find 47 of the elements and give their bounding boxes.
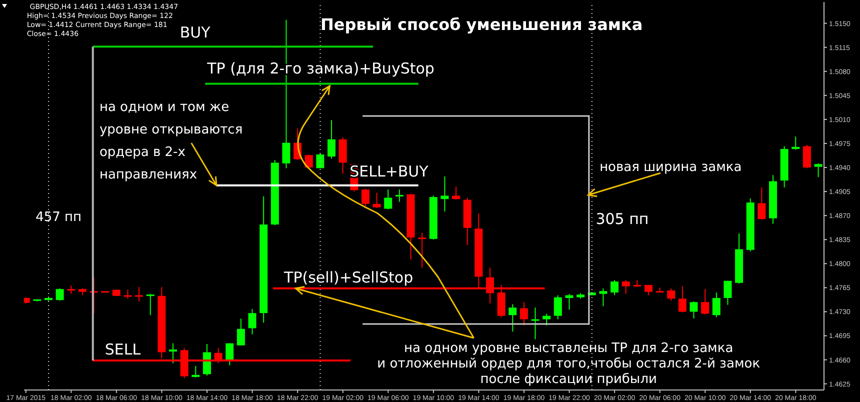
candlestick <box>361 188 370 206</box>
annotation: 305 пп <box>596 210 649 228</box>
candlestick <box>667 288 676 302</box>
candlestick <box>440 176 449 212</box>
annotation: на одном и том же уровне открываются ордера в 2-х направлениях <box>99 100 243 182</box>
candlestick <box>792 136 800 150</box>
candlestick <box>135 286 144 302</box>
candlestick <box>565 293 574 310</box>
candlestick <box>169 342 178 364</box>
series-label: TP(sell)+SellStop <box>283 268 414 286</box>
candlestick <box>690 300 698 320</box>
candlestick <box>328 120 336 160</box>
candlestick <box>531 307 540 340</box>
candlestick <box>56 288 64 302</box>
candlestick <box>304 154 313 169</box>
candlestick <box>226 342 234 366</box>
candlestick <box>701 288 710 315</box>
candlestick <box>395 188 404 202</box>
candlestick <box>192 365 200 378</box>
candlestick <box>146 293 154 316</box>
candlestick <box>802 144 811 169</box>
candlestick <box>610 280 619 296</box>
candlestick <box>338 136 347 174</box>
candlestick <box>814 162 822 178</box>
annotation: 457 пп <box>36 210 82 225</box>
candlestick <box>554 294 562 320</box>
candlestick <box>372 192 381 209</box>
candlestick <box>542 313 551 326</box>
text: Первый способ уменьшения замка <box>320 15 643 34</box>
candlestick <box>758 186 766 220</box>
candlestick <box>508 304 517 332</box>
candlestick <box>724 280 732 306</box>
candlestick <box>599 288 608 307</box>
candlestick <box>678 286 686 313</box>
candlestick <box>248 308 256 335</box>
annotation: на одном уровне выставлены TP для 2-го замка и отложенный ордер для того,чтобы остался 2-й замок после фиксации прибыли <box>377 341 760 387</box>
annotation: новая ширина замка <box>600 160 742 175</box>
candlestick <box>202 343 211 376</box>
candlestick <box>622 280 630 294</box>
series-label: BUY <box>180 24 212 42</box>
candlestick <box>452 186 460 200</box>
series-label: SELL <box>104 340 142 358</box>
candlestick <box>236 318 245 346</box>
candlestick <box>384 188 392 210</box>
candlestick <box>712 292 720 318</box>
candlestick <box>418 232 426 268</box>
candlestick <box>520 302 528 326</box>
